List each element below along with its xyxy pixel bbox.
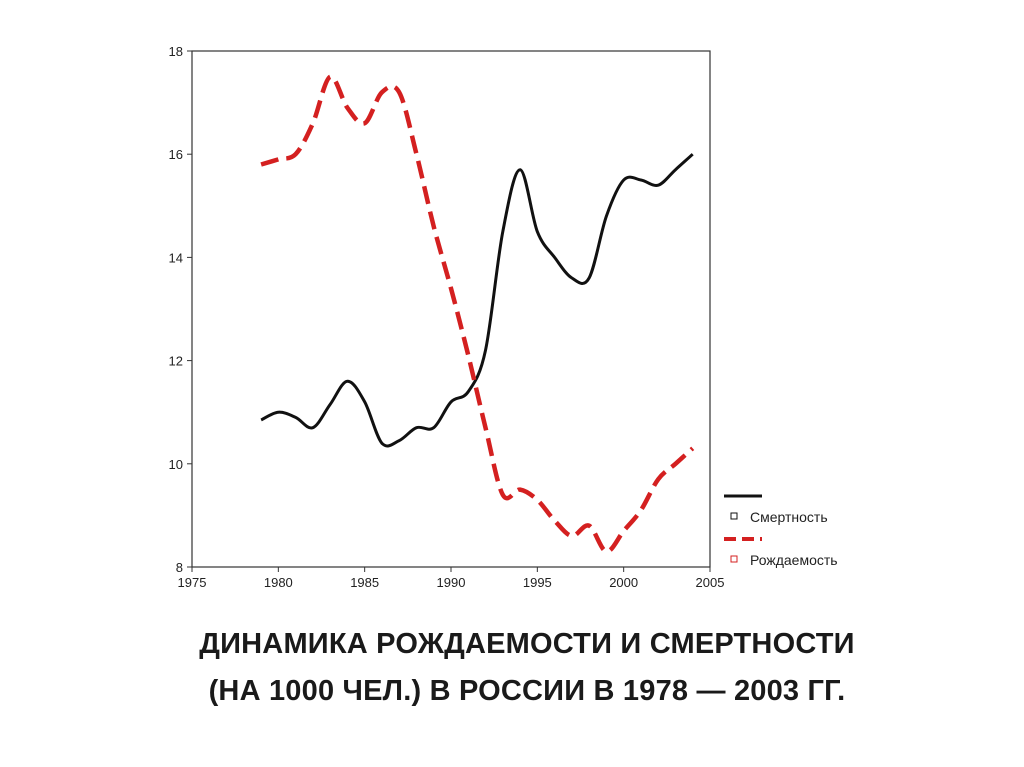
legend-marker-birthrate [730,555,738,563]
plot-frame [191,50,711,568]
series-lines [260,74,695,554]
x-tick-label: 2000 [609,575,638,590]
y-axis: 8 10 12 14 16 18 [169,44,192,575]
y-tick-label: 14 [169,250,183,265]
x-tick-label: 1985 [350,575,379,590]
y-tick-label: 18 [169,44,183,59]
y-tick-label: 12 [169,354,183,369]
chart-subtitle: (НА 1000 ЧЕЛ.) В РОССИИ В 1978 — 2003 ГГ… [208,675,846,707]
y-tick-label: 10 [169,457,183,472]
series-line-mortality [260,153,694,448]
x-tick-label: 1975 [178,575,207,590]
legend-label-birthrate: Рождаемость [750,552,838,568]
y-tick-label: 8 [176,560,183,575]
y-tick-label: 16 [169,147,183,162]
chart-title: ДИНАМИКА РОЖДАЕМОСТИ И СМЕРТНОСТИ [199,628,855,660]
x-tick-label: 2005 [696,575,725,590]
x-tick-label: 1990 [437,575,466,590]
x-tick-label: 1980 [264,575,293,590]
series-line-birthrate [260,74,695,554]
legend-label-mortality: Смертность [750,509,828,525]
x-axis: 1975 1980 1985 1990 1995 2000 2005 [178,567,725,590]
x-tick-label: 1995 [523,575,552,590]
legend-marker-mortality [730,512,738,520]
legend: Смертность Рождаемость [724,494,838,568]
